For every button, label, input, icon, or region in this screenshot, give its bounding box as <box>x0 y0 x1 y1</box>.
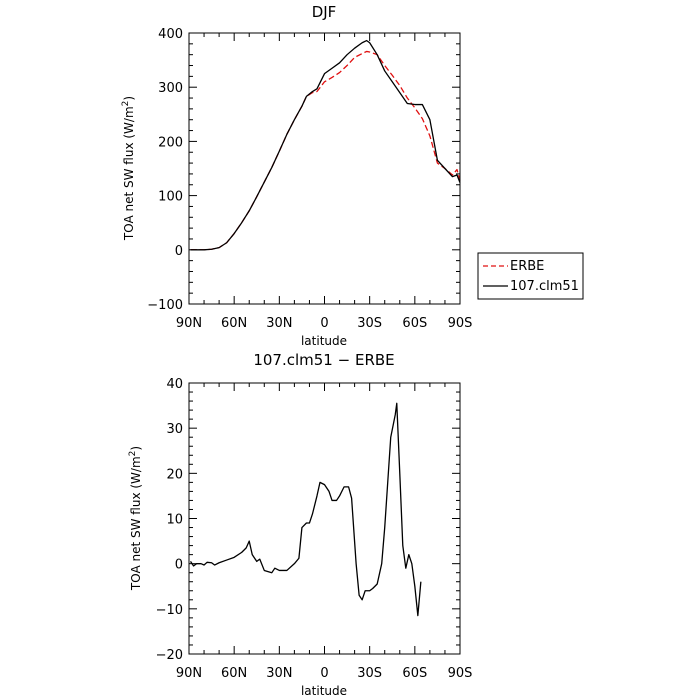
top-series-lines <box>190 39 461 251</box>
top-x-tick-label: 60N <box>221 316 247 331</box>
bottom-series-lines <box>189 402 422 617</box>
top-y-tick-label: 100 <box>158 190 183 205</box>
bottom-x-tick-label: 60N <box>221 666 247 681</box>
bottom-x-tick-label: 30S <box>357 666 382 681</box>
top-y-tick-label: 200 <box>158 135 183 150</box>
bottom-chart-panel: 107.clm51 − ERBE −20 −10 0 10 20 30 40 90N 60N 3… <box>128 351 472 698</box>
bottom-x-axis-label: latitude <box>301 684 347 698</box>
top-x-tick-label: 30N <box>266 316 292 331</box>
bottom-y-tick-label: 30 <box>166 422 183 437</box>
bottom-y-tick-label: 40 <box>166 377 183 392</box>
top-series-line-erbe <box>190 50 461 251</box>
top-x-tick-label: 60S <box>402 316 427 331</box>
top-y-axis-ticks: −100 0 100 200 300 400 <box>147 27 460 313</box>
top-y-tick-label: 300 <box>158 81 183 96</box>
bottom-x-tick-label: 30N <box>266 666 292 681</box>
top-chart-title: DJF <box>312 3 337 21</box>
legend-box <box>477 252 584 300</box>
bottom-y-tick-label: 20 <box>166 467 183 482</box>
bottom-x-tick-label: 60S <box>402 666 427 681</box>
top-x-axis-ticks: 90N 60N 30N 0 30S 60S 90S <box>176 33 473 331</box>
top-y-tick-label: 0 <box>175 244 183 259</box>
bottom-x-tick-label: 0 <box>320 666 328 681</box>
bottom-x-axis-ticks: 90N 60N 30N 0 30S 60S 90S <box>176 383 473 681</box>
bottom-x-tick-label: 90S <box>448 666 473 681</box>
bottom-y-tick-label: −20 <box>156 648 183 663</box>
legend-label-model: 107.clm51 <box>510 279 579 294</box>
top-y-tick-label: −100 <box>147 298 183 313</box>
top-x-axis-label: latitude <box>301 334 347 348</box>
top-y-axis-label: TOA net SW flux (W/m2) <box>121 96 136 241</box>
legend-label-erbe: ERBE <box>510 259 544 274</box>
bottom-chart-title: 107.clm51 − ERBE <box>253 351 394 369</box>
legend: ERBE 107.clm51 <box>477 252 584 300</box>
top-x-tick-label: 90S <box>448 316 473 331</box>
top-x-tick-label: 30S <box>357 316 382 331</box>
bottom-series-line-0 <box>189 402 422 617</box>
bottom-y-axis-label: TOA net SW flux (W/m2) <box>128 446 143 591</box>
top-x-tick-label: 0 <box>320 316 328 331</box>
bottom-y-tick-label: 0 <box>175 558 183 573</box>
top-series-line-107-clm51 <box>190 39 461 251</box>
bottom-y-tick-label: −10 <box>156 603 183 618</box>
bottom-plot-frame <box>188 382 461 655</box>
top-plot-frame <box>188 32 461 305</box>
bottom-y-tick-label: 10 <box>166 513 183 528</box>
bottom-y-axis-ticks: −20 −10 0 10 20 30 40 <box>156 377 460 663</box>
top-x-tick-label: 90N <box>176 316 202 331</box>
top-y-tick-label: 400 <box>158 27 183 42</box>
bottom-x-tick-label: 90N <box>176 666 202 681</box>
